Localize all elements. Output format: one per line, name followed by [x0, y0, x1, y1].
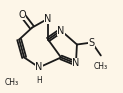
Text: N: N	[57, 26, 65, 36]
Text: N: N	[35, 62, 43, 72]
Text: N: N	[44, 14, 52, 24]
Text: O: O	[18, 10, 26, 20]
Text: CH₃: CH₃	[4, 78, 18, 87]
Text: N: N	[72, 58, 80, 68]
Text: CH₃: CH₃	[94, 62, 108, 71]
Text: S: S	[89, 37, 95, 48]
Text: H: H	[36, 76, 42, 85]
